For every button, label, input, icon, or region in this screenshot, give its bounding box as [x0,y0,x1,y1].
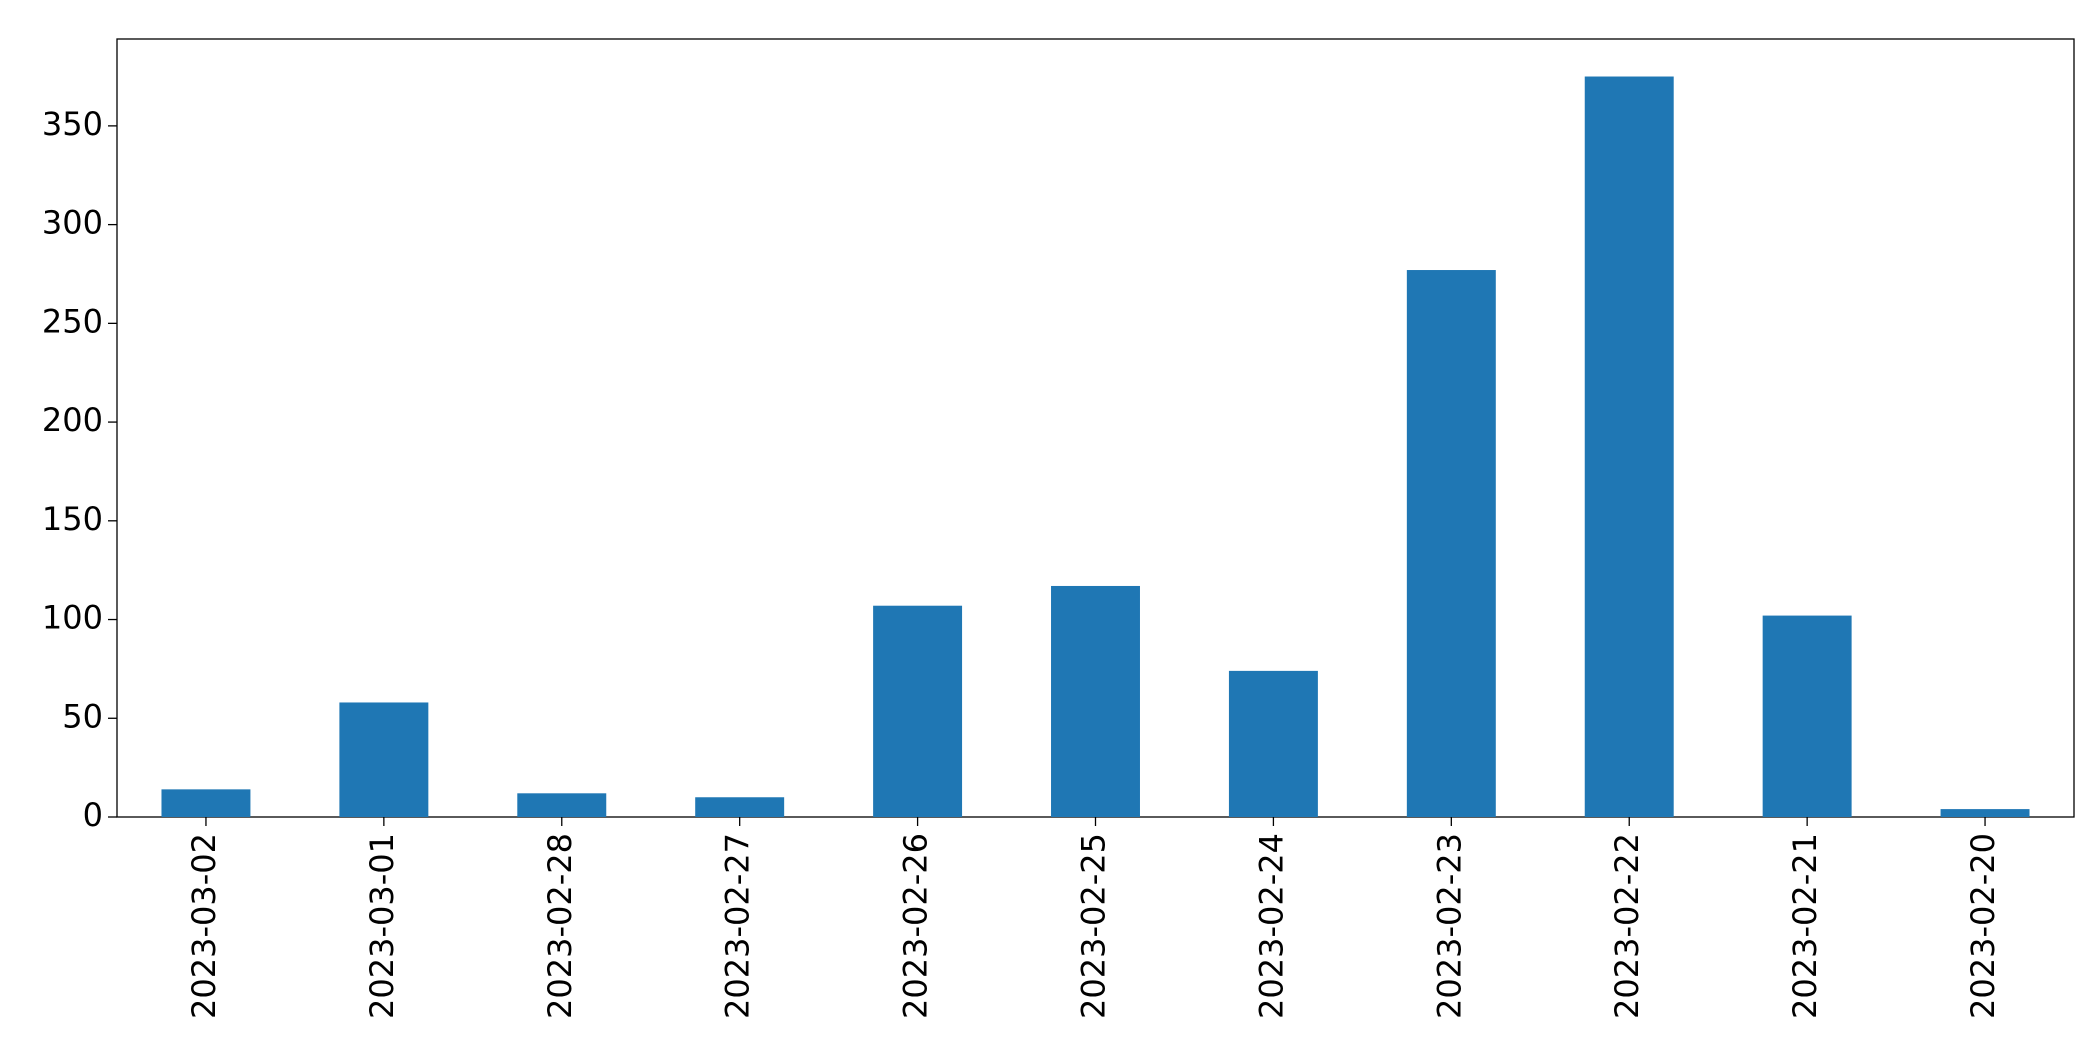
x-tick-label: 2023-02-28 [541,833,579,1019]
bar [1228,670,1318,817]
y-tick-label: 300 [42,204,103,242]
y-tick-label: 0 [83,796,103,834]
y-tick-label: 350 [42,105,103,143]
x-tick-label: 2023-02-25 [1075,833,1113,1019]
bar [1051,585,1140,817]
bar [695,797,785,817]
x-tick-label: 2023-02-20 [1964,833,2002,1019]
x-tick-label: 2023-02-23 [1430,833,1468,1019]
y-tick-label: 250 [42,302,103,340]
bar [1762,615,1852,817]
x-tick-label: 2023-02-26 [897,833,935,1019]
x-tick-label: 2023-02-24 [1252,833,1290,1019]
bar [339,702,429,817]
y-tick-label: 200 [42,401,103,439]
bar [161,789,251,817]
y-tick-label: 50 [62,697,103,735]
bar [1406,270,1496,817]
x-tick-label: 2023-02-21 [1786,833,1824,1019]
y-tick-label: 100 [42,599,103,637]
x-tick-label: 2023-02-22 [1608,833,1646,1019]
bar [1584,76,1674,818]
bar [873,605,963,817]
y-tick-label: 150 [42,500,103,538]
bar [1940,809,2030,817]
x-tick-label: 2023-02-27 [719,833,757,1019]
x-tick-label: 2023-03-01 [363,833,401,1019]
bar [517,793,607,817]
x-tick-label: 2023-03-02 [185,833,223,1019]
